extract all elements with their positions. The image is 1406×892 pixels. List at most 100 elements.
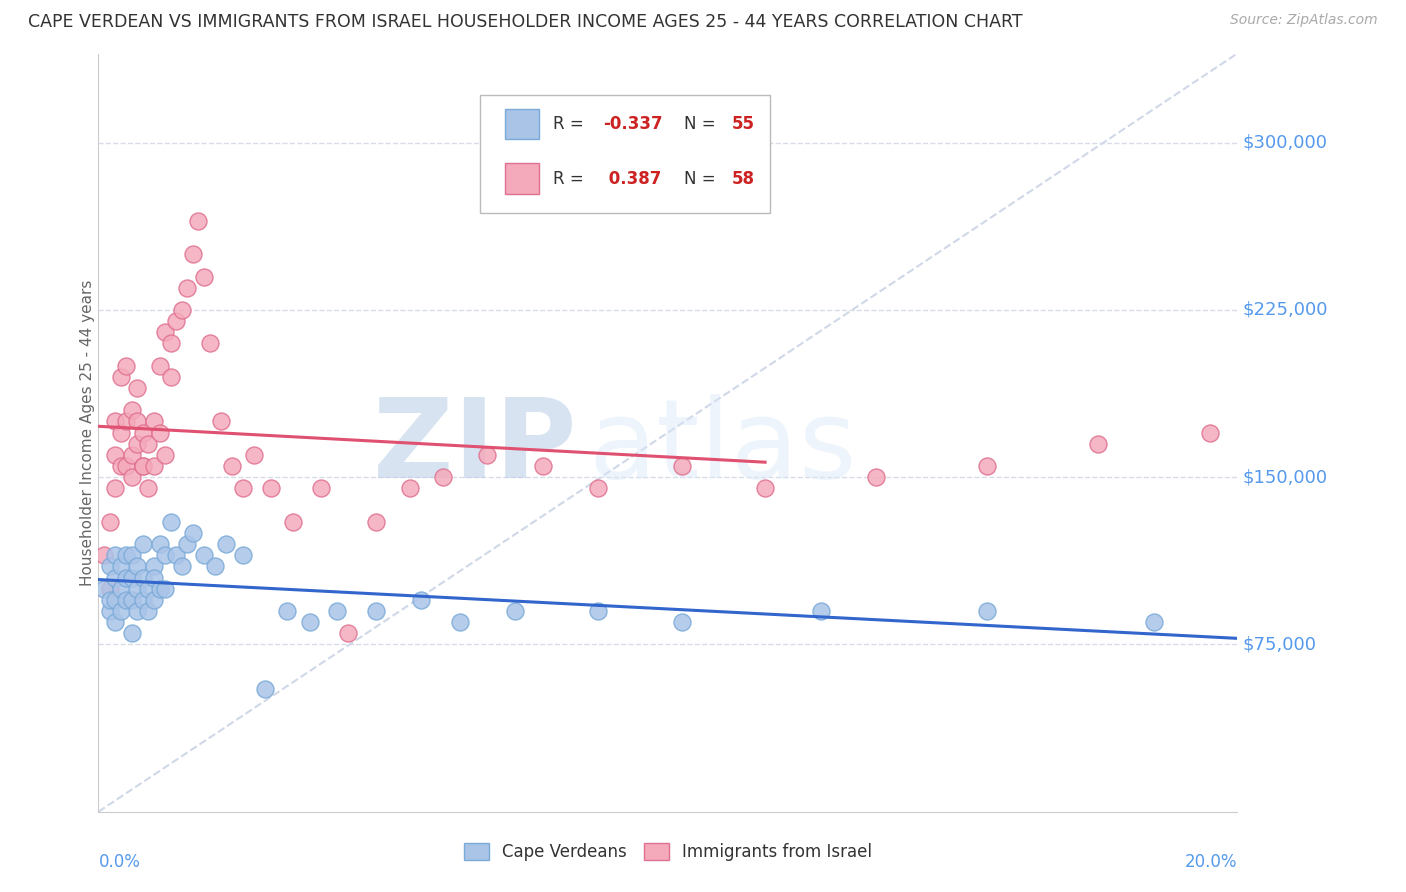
Point	[232, 548, 254, 563]
Point	[810, 604, 832, 618]
Point	[132, 593, 155, 607]
Point	[449, 615, 471, 630]
Point	[181, 247, 204, 261]
Point	[976, 459, 998, 474]
Point	[165, 548, 187, 563]
Point	[115, 415, 138, 429]
Point	[132, 459, 155, 474]
Point	[165, 314, 187, 328]
Point	[115, 593, 138, 607]
Point	[259, 482, 281, 496]
Point	[503, 604, 526, 618]
Point	[110, 582, 132, 596]
Point	[104, 593, 127, 607]
Legend: Cape Verdeans, Immigrants from Israel: Cape Verdeans, Immigrants from Israel	[457, 837, 879, 868]
Point	[127, 415, 149, 429]
Text: -0.337: -0.337	[603, 115, 662, 133]
Point	[127, 559, 149, 574]
Point	[754, 482, 776, 496]
Point	[138, 582, 160, 596]
Text: Source: ZipAtlas.com: Source: ZipAtlas.com	[1230, 13, 1378, 28]
Point	[143, 415, 166, 429]
Point	[121, 571, 143, 585]
Point	[176, 537, 198, 551]
Point	[104, 548, 127, 563]
Point	[215, 537, 238, 551]
Point	[398, 482, 420, 496]
Point	[187, 214, 209, 228]
Point	[309, 482, 332, 496]
Point	[276, 604, 298, 618]
Point	[121, 470, 143, 484]
Point	[193, 269, 215, 284]
Point	[132, 459, 155, 474]
Point	[298, 615, 321, 630]
Point	[98, 593, 121, 607]
Point	[121, 448, 143, 462]
Point	[143, 593, 166, 607]
Point	[1087, 437, 1109, 451]
Point	[531, 459, 554, 474]
Text: 55: 55	[731, 115, 755, 133]
Point	[127, 582, 149, 596]
Point	[588, 482, 610, 496]
Point	[159, 370, 181, 384]
Point	[104, 615, 127, 630]
Point	[193, 548, 215, 563]
Point	[127, 437, 149, 451]
Point	[337, 626, 360, 640]
Point	[170, 559, 193, 574]
Point	[138, 604, 160, 618]
Text: 58: 58	[731, 169, 755, 187]
Point	[148, 359, 170, 373]
Point	[143, 559, 166, 574]
Point	[1143, 615, 1166, 630]
Point	[98, 604, 121, 618]
Point	[104, 415, 127, 429]
Point	[671, 615, 693, 630]
Point	[326, 604, 349, 618]
Point	[110, 425, 132, 440]
Point	[243, 448, 266, 462]
Point	[121, 593, 143, 607]
FancyBboxPatch shape	[505, 163, 538, 194]
Point	[254, 682, 277, 697]
Point	[110, 370, 132, 384]
Point	[104, 482, 127, 496]
Point	[432, 470, 454, 484]
Point	[115, 548, 138, 563]
Point	[159, 515, 181, 529]
Point	[104, 571, 127, 585]
Point	[204, 559, 226, 574]
Point	[153, 548, 176, 563]
Point	[132, 537, 155, 551]
Text: atlas: atlas	[588, 394, 856, 501]
Point	[209, 415, 232, 429]
Point	[148, 425, 170, 440]
FancyBboxPatch shape	[479, 95, 770, 213]
Point	[366, 604, 388, 618]
Point	[366, 515, 388, 529]
Point	[153, 448, 176, 462]
Point	[170, 303, 193, 318]
Text: $225,000: $225,000	[1243, 301, 1329, 319]
Text: N =: N =	[683, 115, 721, 133]
Point	[110, 459, 132, 474]
Text: R =: R =	[553, 115, 589, 133]
Text: $300,000: $300,000	[1243, 134, 1329, 152]
Point	[127, 381, 149, 395]
Point	[132, 425, 155, 440]
Text: 0.0%: 0.0%	[98, 854, 141, 871]
Point	[198, 336, 221, 351]
Point	[409, 593, 432, 607]
Point	[477, 448, 499, 462]
Point	[181, 526, 204, 541]
Text: $150,000: $150,000	[1243, 468, 1329, 486]
Y-axis label: Householder Income Ages 25 - 44 years: Householder Income Ages 25 - 44 years	[80, 279, 94, 586]
Text: $75,000: $75,000	[1243, 635, 1317, 654]
Point	[138, 482, 160, 496]
Point	[98, 515, 121, 529]
Point	[98, 559, 121, 574]
Point	[110, 559, 132, 574]
Point	[138, 437, 160, 451]
